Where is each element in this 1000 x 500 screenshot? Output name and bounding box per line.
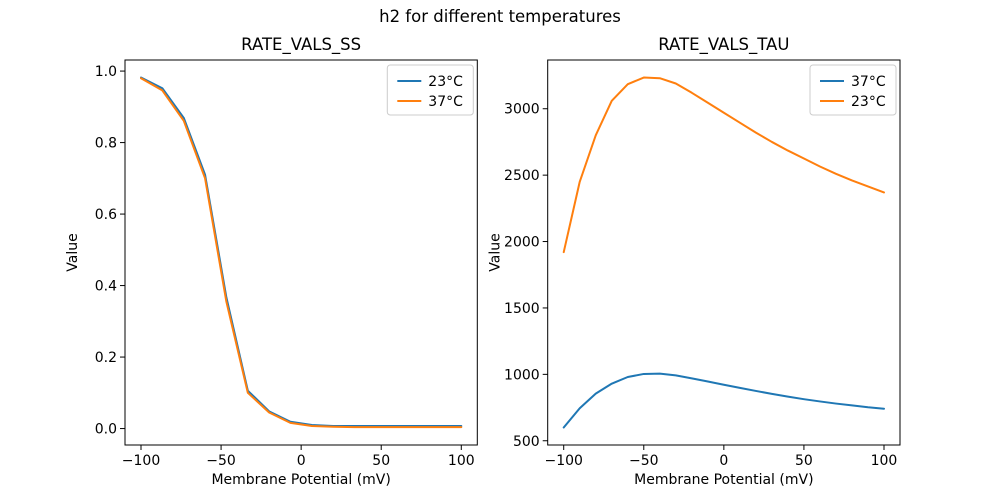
- y-tick-label: 1.0: [95, 64, 117, 80]
- series-line-37-c: [140, 77, 463, 429]
- subplot-title: RATE_VALS_TAU: [658, 35, 789, 55]
- y-tick-label: 2500: [504, 168, 540, 184]
- y-tick-label: 2000: [504, 235, 540, 251]
- legend-frame: [809, 64, 897, 116]
- x-tick-label: 100: [871, 453, 898, 469]
- x-tick-label: −50: [629, 453, 659, 469]
- x-tick-label: −100: [544, 453, 582, 469]
- y-tick-label: 0.4: [95, 279, 117, 295]
- x-tick-label: −50: [206, 453, 236, 469]
- legend-label-37-c: 37°C: [851, 74, 886, 90]
- subplot-rate-vals-ss: RATE_VALS_SS −100 −50 0 50 100 0.0 0.2 0.4 0.6 0.8…: [65, 35, 478, 488]
- x-axis-label: Membrane Potential (mV): [211, 472, 390, 488]
- x-tick-label: 0: [297, 453, 306, 469]
- legend: 37°C 23°C: [809, 64, 897, 116]
- axes-spine: [124, 59, 478, 446]
- y-tick-label: 3000: [504, 102, 540, 118]
- legend: 23°C 37°C: [386, 64, 474, 116]
- y-tick-label: 1000: [504, 367, 540, 383]
- y-axis-label: Value: [65, 233, 81, 271]
- legend-frame: [386, 64, 474, 116]
- legend-label-37-c: 37°C: [428, 94, 463, 110]
- y-axis-label: Value: [488, 233, 504, 271]
- figure-suptitle: h2 for different temperatures: [379, 7, 621, 26]
- x-tick-label: 100: [448, 453, 475, 469]
- legend-label-23-c: 23°C: [428, 74, 463, 90]
- series-line-23-c: [562, 76, 885, 254]
- legend-label-23-c: 23°C: [851, 94, 886, 110]
- y-tick-label: 0.2: [95, 350, 117, 366]
- subplot-title: RATE_VALS_SS: [241, 35, 361, 55]
- x-tick-label: −100: [122, 453, 160, 469]
- axes-spine: [547, 59, 901, 446]
- x-tick-label: 0: [719, 453, 728, 469]
- x-tick-label: 50: [372, 453, 390, 469]
- subplot-rate-vals-tau: RATE_VALS_TAU −100 −50 0 50 100 500 1000 1500 200…: [488, 35, 901, 488]
- y-tick-label: 0.0: [95, 422, 117, 438]
- y-tick-label: 1500: [504, 301, 540, 317]
- y-tick-label: 0.8: [95, 136, 117, 152]
- series-line-23-c: [140, 76, 463, 428]
- x-tick-label: 50: [795, 453, 813, 469]
- y-tick-label: 0.6: [95, 207, 117, 223]
- y-tick-label: 500: [513, 434, 540, 450]
- x-axis-label: Membrane Potential (mV): [634, 472, 813, 488]
- series-line-37-c: [562, 372, 885, 429]
